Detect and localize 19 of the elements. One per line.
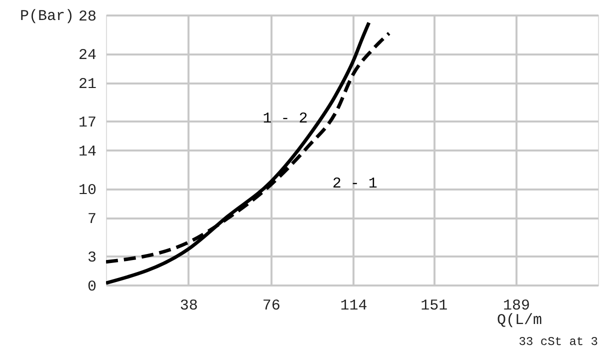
x-tick-label: 189 [502, 298, 530, 314]
text: 33 cSt at 3 [518, 335, 598, 347]
y-tick-label: 14 [78, 144, 96, 160]
x-tick-label: 76 [262, 298, 280, 314]
text: 2 - 1 [332, 175, 378, 192]
y-tick-label: 0 [87, 278, 96, 296]
y-tick-label: 28 [78, 8, 96, 26]
x-axis-title: Q(L/m [497, 312, 542, 329]
y-tick-label: 3 [87, 250, 96, 267]
y-axis-title: P(Bar) [20, 8, 74, 25]
y-tick-label: 17 [78, 114, 96, 132]
x-tick-label: 151 [420, 298, 448, 314]
y-tick-label: 10 [78, 182, 96, 200]
y-tick-label: 7 [87, 211, 96, 228]
x-tick-label: 114 [340, 298, 368, 314]
series-label: 1 - 2 [262, 110, 308, 128]
x-tick-label: 38 [180, 298, 198, 314]
y-tick-label: 21 [78, 76, 96, 93]
y-tick-label: 24 [78, 47, 96, 64]
